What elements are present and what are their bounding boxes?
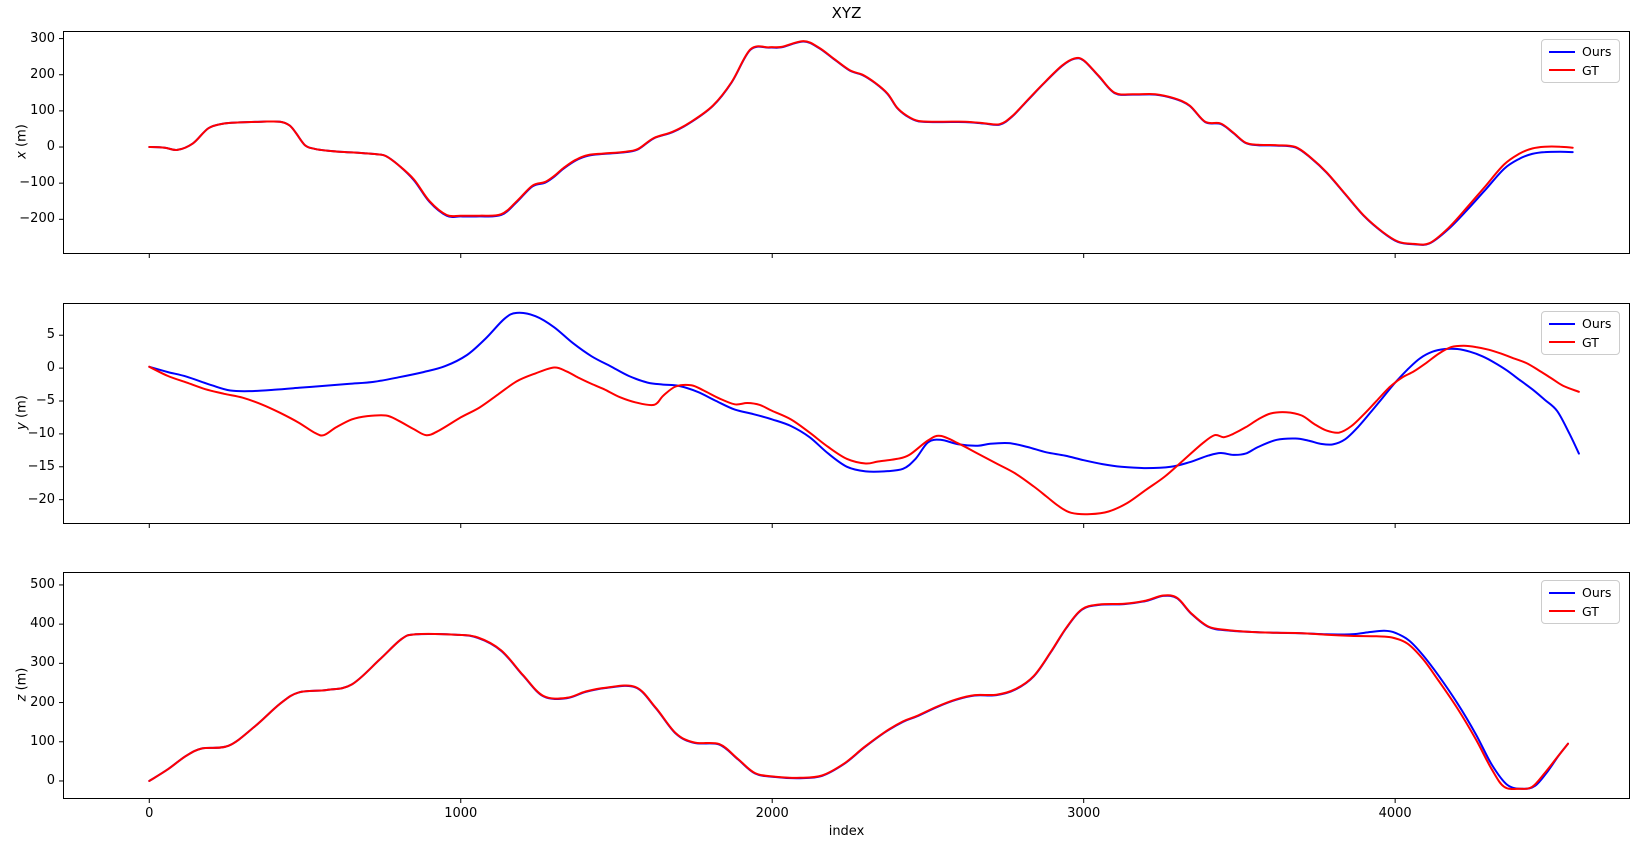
legend-line-sample [1549, 591, 1575, 594]
y-axis-label-y: y (m) [15, 390, 30, 434]
series-ours-line [148, 40, 1574, 246]
legend: Ours GT [1541, 580, 1621, 625]
legend-label: GT [1582, 62, 1599, 78]
subplot-z-canvas [59, 572, 1630, 803]
legend: Ours GT [1541, 311, 1621, 356]
axes-frame [63, 31, 1630, 254]
series-ours-line [148, 311, 1580, 473]
legend-line-sample [1549, 610, 1575, 613]
x-tick-label: 1000 [444, 806, 478, 821]
y-axis-label-x: x (m) [15, 119, 30, 163]
y-tick-label: −200 [19, 211, 55, 227]
legend-line-sample [1549, 69, 1575, 72]
x-axis-label: index [828, 824, 865, 839]
series-ours-line [148, 594, 1569, 790]
y-tick-label: 5 [46, 327, 55, 343]
y-tick-label: −15 [27, 458, 55, 474]
subplot-z [59, 572, 1630, 803]
subplot-y [59, 303, 1630, 528]
legend: Ours GT [1541, 39, 1621, 84]
legend-item-ours: Ours [1549, 44, 1611, 60]
series-gt-line [148, 40, 1574, 246]
y-tick-label: −20 [27, 491, 55, 507]
y-tick-label: 200 [30, 66, 55, 82]
y-axis-label-variable: y [14, 421, 30, 430]
series-gt-line [148, 594, 1569, 791]
y-axis-label-z: z (m) [15, 662, 30, 706]
y-tick-label: 500 [30, 576, 55, 592]
legend-item-ours: Ours [1549, 585, 1611, 601]
y-axis-label-unit: (m) [14, 667, 30, 695]
y-tick-label: 200 [30, 694, 55, 710]
series-gt-line [148, 344, 1580, 516]
legend-line-sample [1549, 50, 1575, 53]
legend-label: Ours [1582, 585, 1612, 600]
legend-label: GT [1582, 603, 1599, 619]
y-tick-label: −10 [27, 425, 55, 441]
y-tick-label: −5 [35, 393, 55, 408]
legend-label: Ours [1582, 44, 1612, 59]
x-tick-label: 2000 [755, 806, 789, 821]
y-tick-label: 0 [46, 139, 55, 155]
y-tick-label: 400 [30, 616, 55, 632]
y-tick-label: 100 [30, 102, 55, 118]
axes-frame [63, 303, 1630, 524]
x-tick-label: 0 [145, 806, 154, 821]
subplot-x [59, 31, 1630, 258]
y-axis-label-unit: (m) [14, 123, 30, 151]
y-axis-label-variable: x [14, 150, 30, 159]
y-tick-label: 300 [30, 30, 55, 46]
y-tick-label: 100 [30, 733, 55, 749]
axes-frame [63, 572, 1630, 799]
y-tick-label: 300 [30, 655, 55, 671]
y-axis-label-unit: (m) [14, 394, 30, 422]
legend-label: GT [1582, 334, 1599, 350]
legend-item-ours: Ours [1549, 316, 1611, 332]
subplot-y-canvas [59, 303, 1630, 528]
y-axis-label-variable: z [14, 694, 30, 701]
figure-title: XYZ [831, 4, 862, 22]
legend-item-gt: GT [1549, 335, 1611, 351]
legend-item-gt: GT [1549, 63, 1611, 79]
y-tick-label: −100 [19, 175, 55, 191]
legend-label: Ours [1582, 316, 1612, 331]
x-tick-label: 4000 [1378, 806, 1412, 821]
x-tick-label: 3000 [1067, 806, 1101, 821]
subplot-x-canvas [59, 31, 1630, 258]
legend-item-gt: GT [1549, 604, 1611, 620]
y-tick-label: 0 [46, 772, 55, 788]
y-tick-label: 0 [46, 360, 55, 376]
legend-line-sample [1549, 341, 1575, 344]
legend-line-sample [1549, 322, 1575, 325]
